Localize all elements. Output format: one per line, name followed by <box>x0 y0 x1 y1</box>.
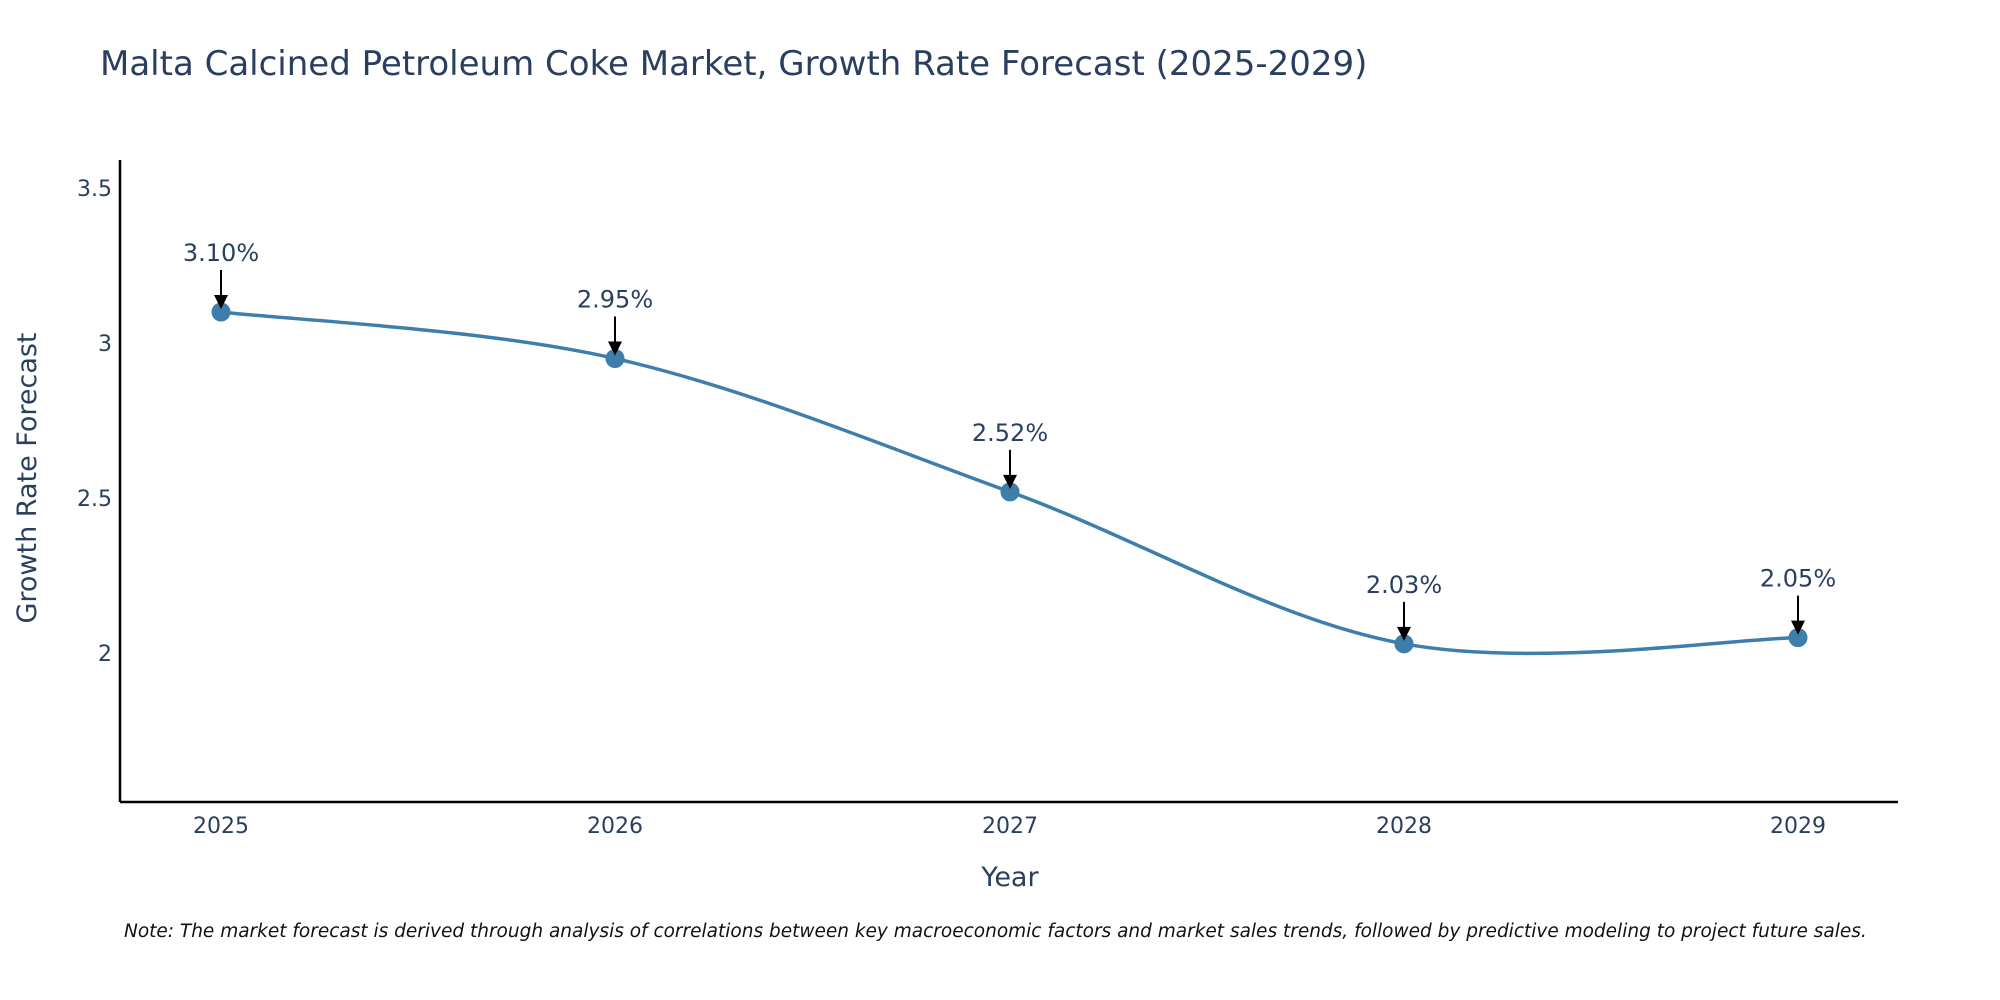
annotation-arrowhead <box>214 294 228 309</box>
data-label: 2.95% <box>577 285 653 313</box>
annotation-arrowhead <box>1791 620 1805 635</box>
x-axis-title: Year <box>980 862 1039 893</box>
data-label: 2.03% <box>1366 571 1442 599</box>
y-axis-title: Growth Rate Forecast <box>12 332 43 623</box>
x-tick-label: 2027 <box>982 814 1038 839</box>
x-axis-ticks: 2025 2026 2027 2028 2029 <box>193 814 1826 839</box>
chart-annotations: 3.10% 2.95% 2.52% 2.03% 2.05% <box>183 239 1836 641</box>
chart-axes <box>118 160 1898 804</box>
data-label: 2.52% <box>972 419 1048 447</box>
annotation-arrowhead <box>1003 474 1017 489</box>
y-tick-label: 2 <box>98 642 112 667</box>
x-tick-label: 2028 <box>1376 814 1432 839</box>
y-tick-label: 3.5 <box>77 177 112 202</box>
y-tick-label: 3 <box>98 332 112 357</box>
data-label: 3.10% <box>183 239 259 267</box>
chart-markers <box>211 302 1808 654</box>
y-tick-label: 2.5 <box>77 487 112 512</box>
annotation-arrowhead <box>1397 626 1411 641</box>
chart-title: Malta Calcined Petroleum Coke Market, Gr… <box>100 44 1368 84</box>
annotation-arrowhead <box>608 341 622 356</box>
x-tick-label: 2025 <box>193 814 249 839</box>
x-tick-label: 2026 <box>587 814 643 839</box>
y-axis-ticks: 2 2.5 3 3.5 <box>77 177 112 667</box>
footnote: Note: The market forecast is derived thr… <box>124 921 1867 942</box>
data-label: 2.05% <box>1760 565 1836 593</box>
x-tick-label: 2029 <box>1770 814 1826 839</box>
